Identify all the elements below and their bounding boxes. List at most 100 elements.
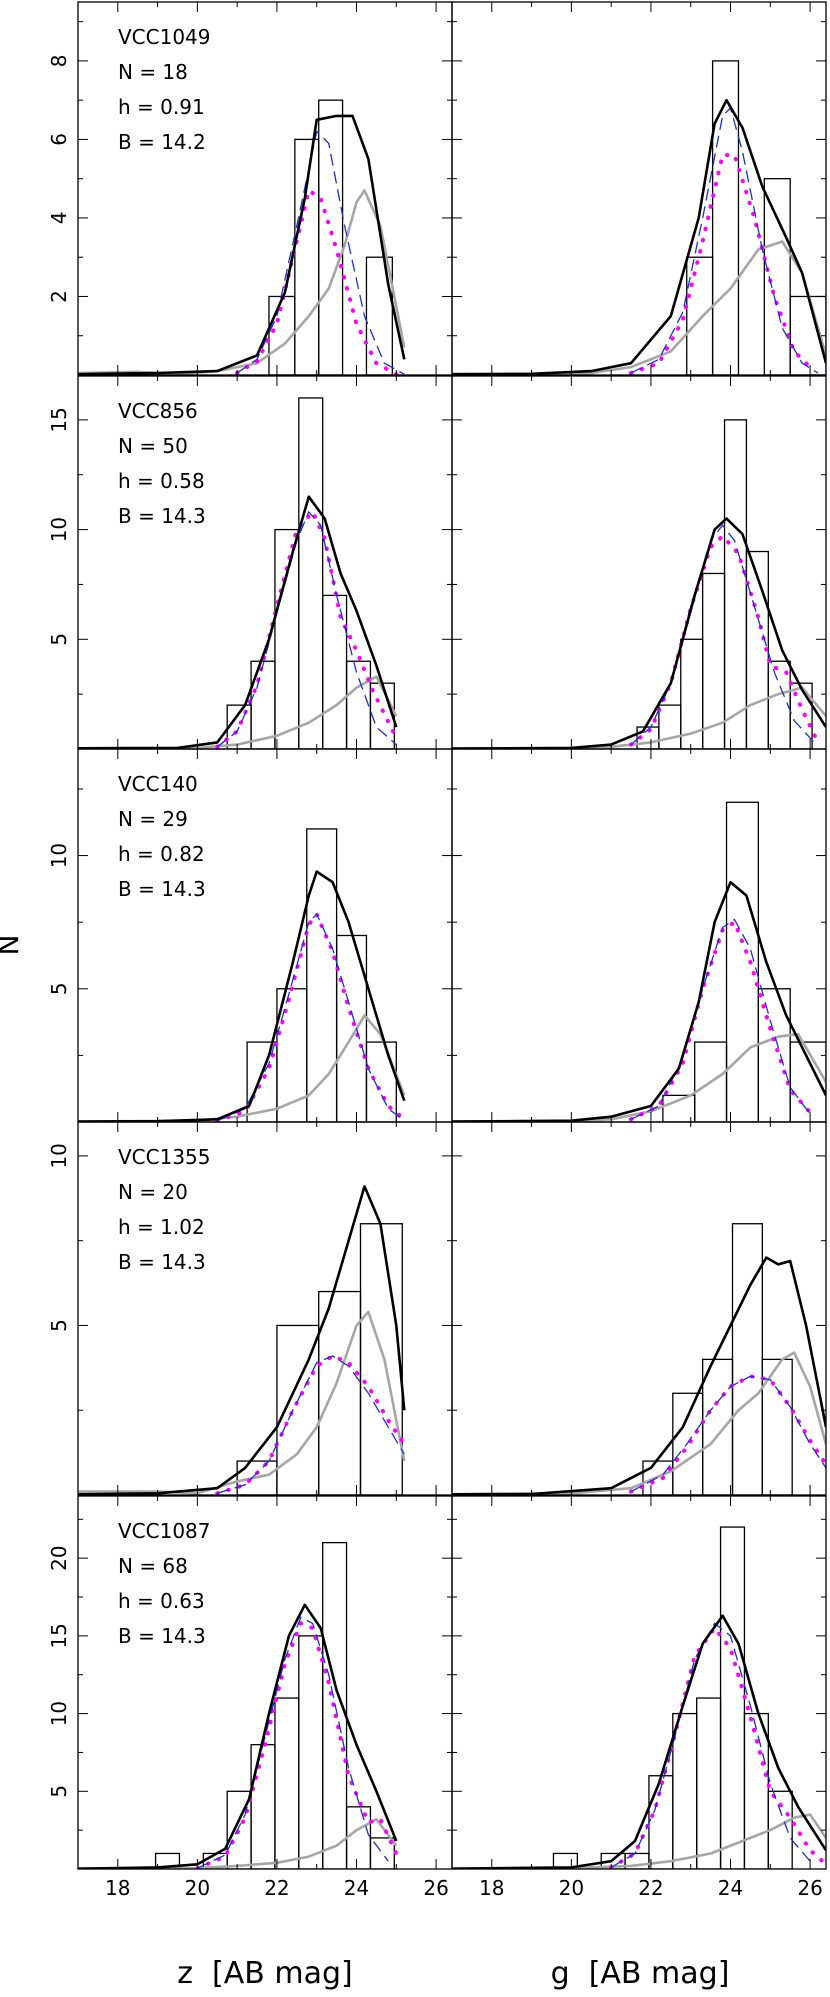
galaxy-name-label: VCC140 <box>118 772 198 796</box>
x-tick-label: 22 <box>264 1876 289 1900</box>
panel-vcc1087-g: 18 20 22 24 26 <box>451 1495 827 1900</box>
total-kde-line <box>452 517 826 749</box>
y-tick-label: 10 <box>47 1701 71 1726</box>
background-kde-line <box>78 189 406 375</box>
model-dotted-line <box>629 1374 826 1494</box>
histogram-bar <box>672 1392 704 1495</box>
galaxy-stat-label: B = 14.3 <box>118 504 206 528</box>
histogram-bar <box>757 988 791 1122</box>
plot-area <box>78 828 407 1122</box>
panel-vcc1355-g <box>451 1121 827 1496</box>
histogram-bar <box>365 1041 397 1122</box>
histogram-bar <box>552 1852 578 1869</box>
histogram-bar <box>250 1744 276 1869</box>
panel-frame <box>77 375 453 750</box>
histogram-bar <box>294 138 320 375</box>
galaxy-stat-label: N = 20 <box>118 1180 188 1204</box>
histogram-bar <box>318 99 344 375</box>
x-tick-label: 18 <box>479 1876 504 1900</box>
x-tick-label: 26 <box>797 1876 822 1900</box>
gaussian-fit-line <box>216 510 397 748</box>
plot-area <box>452 1223 826 1495</box>
x-tick-label: 18 <box>105 1876 130 1900</box>
histogram-bar <box>789 682 813 749</box>
total-kde-line <box>78 114 406 375</box>
histogram-bar <box>369 682 395 749</box>
histogram-bar <box>658 704 682 749</box>
gaussian-fit-line <box>197 1616 389 1869</box>
plot-area <box>452 801 826 1122</box>
panel-frame <box>451 1495 827 1870</box>
plot-area <box>452 1526 826 1869</box>
histogram-bar <box>686 256 714 375</box>
histogram-bar <box>274 1697 300 1869</box>
panel-vcc1049-z: 2 4 6 8 VCC1049 N = 18 h = 0.91 B = 14.2 <box>47 1 453 376</box>
total-kde-line <box>78 1185 406 1495</box>
galaxy-stat-label: N = 29 <box>118 807 188 831</box>
galaxy-name-label: VCC1087 <box>118 1519 211 1543</box>
y-tick-label: 15 <box>47 407 71 432</box>
x-tick-label: 20 <box>185 1876 210 1900</box>
y-tick-label: 6 <box>47 133 71 146</box>
histogram-bar <box>359 1223 403 1495</box>
panel-frame <box>77 1495 453 1870</box>
histogram-bar <box>345 660 372 749</box>
histogram-bar <box>711 60 740 375</box>
panel-frame <box>451 1 827 376</box>
histogram-bar <box>298 1635 324 1869</box>
galaxy-stat-label: B = 14.2 <box>118 130 206 154</box>
y-tick-label: 15 <box>47 1623 71 1648</box>
x-axis-title-g: g [AB mag] <box>551 1956 730 1991</box>
background-kde-line <box>78 1014 406 1122</box>
histogram-bar <box>745 550 769 749</box>
total-kde-line <box>78 870 406 1122</box>
histogram-bar <box>365 256 393 375</box>
panel-vcc140-g <box>451 748 827 1123</box>
galaxy-stat-label: h = 0.58 <box>118 469 205 493</box>
galaxy-stat-label: h = 0.82 <box>118 842 205 866</box>
galaxy-name-label: VCC856 <box>118 399 198 423</box>
model-dotted-line <box>235 187 399 375</box>
galaxy-name-label: VCC1049 <box>118 25 211 49</box>
histogram-bar <box>702 1358 734 1495</box>
histogram-bar <box>719 1526 746 1869</box>
y-tick-label: 8 <box>47 55 71 68</box>
plot-area <box>78 397 399 749</box>
gaussian-fit-line <box>630 524 815 746</box>
background-kde-line <box>78 1310 406 1495</box>
background-kde-line <box>452 1032 826 1122</box>
galaxy-stat-label: N = 18 <box>118 60 188 84</box>
gaussian-fit-line <box>217 1355 405 1494</box>
model-dotted-line <box>215 508 399 749</box>
galaxy-stat-label: N = 50 <box>118 434 188 458</box>
plot-area <box>78 99 406 375</box>
galaxy-stat-label: N = 68 <box>118 1554 188 1578</box>
galaxy-stat-label: h = 0.63 <box>118 1589 205 1613</box>
histogram-bar <box>731 1223 763 1495</box>
x-axis-title-z: z [AB mag] <box>177 1956 353 1991</box>
panel-vcc1049-g <box>451 1 827 376</box>
y-tick-label: 10 <box>47 517 71 542</box>
panel-frame <box>451 748 827 1123</box>
galaxy-stat-label: h = 1.02 <box>118 1215 205 1239</box>
histogram-bar <box>154 1852 181 1869</box>
histogram-bar <box>345 1806 372 1869</box>
y-tick-label: 10 <box>47 843 71 868</box>
y-axis-title: N <box>0 935 25 956</box>
histogram-bar <box>723 419 748 749</box>
total-kde-line <box>452 1614 826 1869</box>
histogram-bar <box>298 397 324 749</box>
total-kde-line <box>78 495 398 749</box>
panel-frame <box>451 375 827 750</box>
y-tick-label: 10 <box>47 1143 71 1168</box>
x-tick-label: 22 <box>638 1876 663 1900</box>
x-tick-label: 20 <box>559 1876 584 1900</box>
histogram-bar <box>696 1697 722 1869</box>
background-kde-line <box>452 1813 826 1869</box>
model-dotted-line <box>195 1620 399 1869</box>
x-tick-label: 24 <box>344 1876 369 1900</box>
background-kde-line <box>452 1351 826 1495</box>
x-tick-label: 24 <box>718 1876 743 1900</box>
